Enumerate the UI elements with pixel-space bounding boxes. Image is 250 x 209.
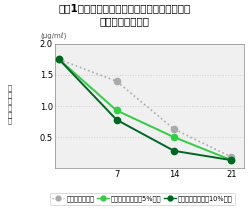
Text: 》図1》チクゴ株クロレラ摄取による血中水銀: 》図1》チクゴ株クロレラ摄取による血中水銀 bbox=[59, 3, 191, 13]
Text: (μg/mℓ): (μg/mℓ) bbox=[40, 32, 66, 40]
Legend: クロレラ非摄取, チクゴ株クロレラ5%摄取, チクゴ株クロレラ10%摄取: クロレラ非摄取, チクゴ株クロレラ5%摄取, チクゴ株クロレラ10%摄取 bbox=[50, 193, 236, 205]
Text: レベルの減少効果: レベルの減少効果 bbox=[100, 16, 150, 26]
Text: 血
中
水
銀
濃
度: 血 中 水 銀 濃 度 bbox=[8, 85, 12, 124]
